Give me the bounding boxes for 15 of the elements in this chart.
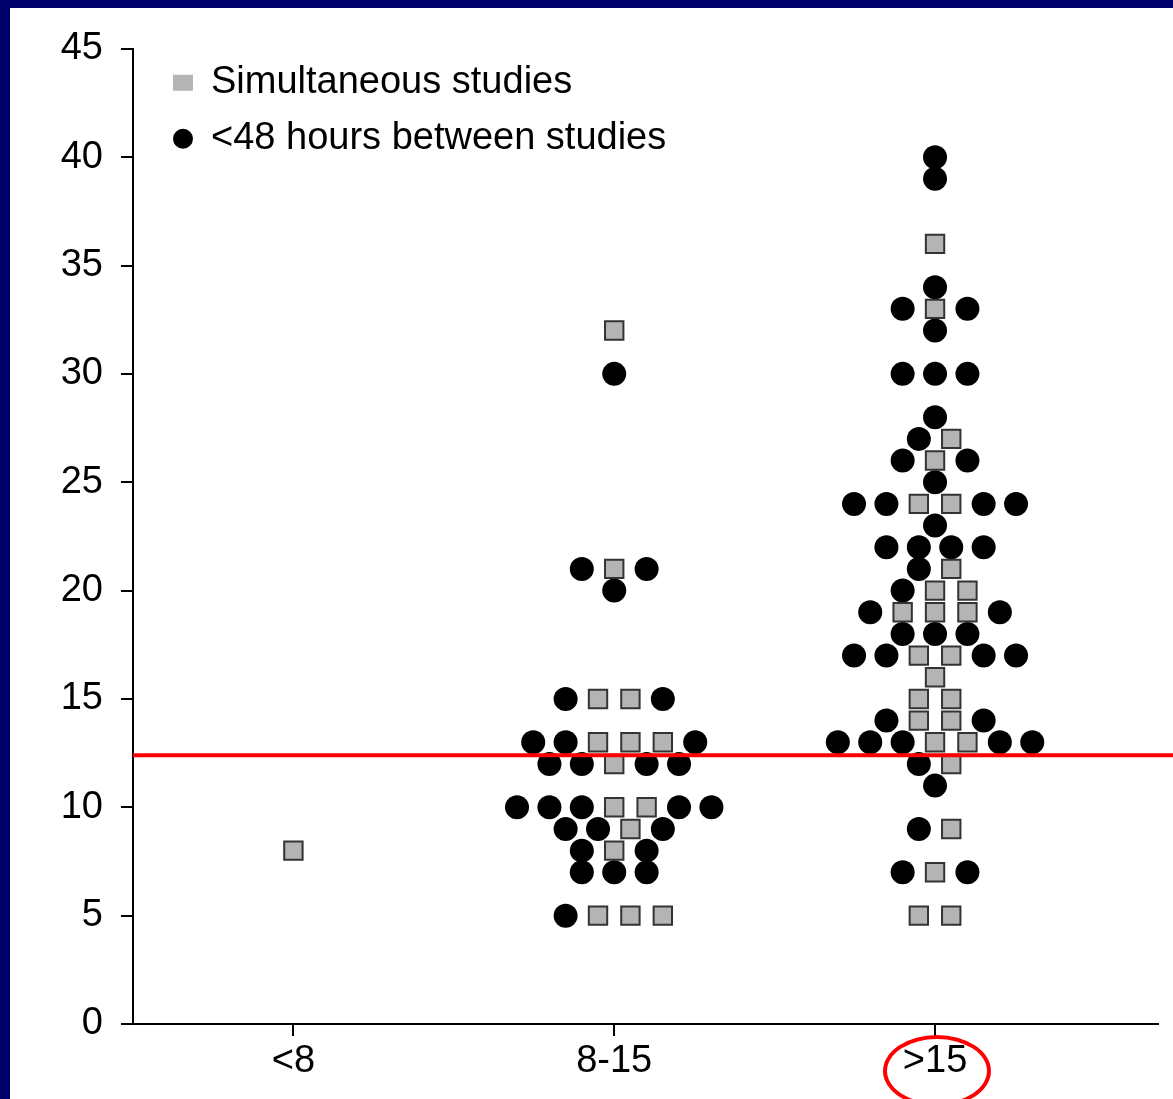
y-tick-label: 5 (81, 892, 103, 935)
legend-label: Simultaneous studies (211, 59, 573, 102)
y-tick-label: 10 (60, 783, 103, 826)
x-tick-label: 8-15 (576, 1038, 653, 1081)
y-tick-label: 0 (81, 1000, 103, 1043)
y-tick-label: 30 (60, 350, 103, 393)
x-tick-label: >15 (902, 1038, 968, 1081)
x-tick-label: <8 (271, 1038, 316, 1081)
y-tick-label: 25 (60, 458, 103, 501)
y-tick-label: 40 (60, 133, 103, 176)
y-tick-label: 15 (60, 675, 103, 718)
y-tick-label: 20 (60, 567, 103, 610)
legend-label: <48 hours between studies (211, 115, 667, 158)
y-tick-label: 35 (60, 242, 103, 284)
y-tick-label: 45 (60, 25, 103, 68)
